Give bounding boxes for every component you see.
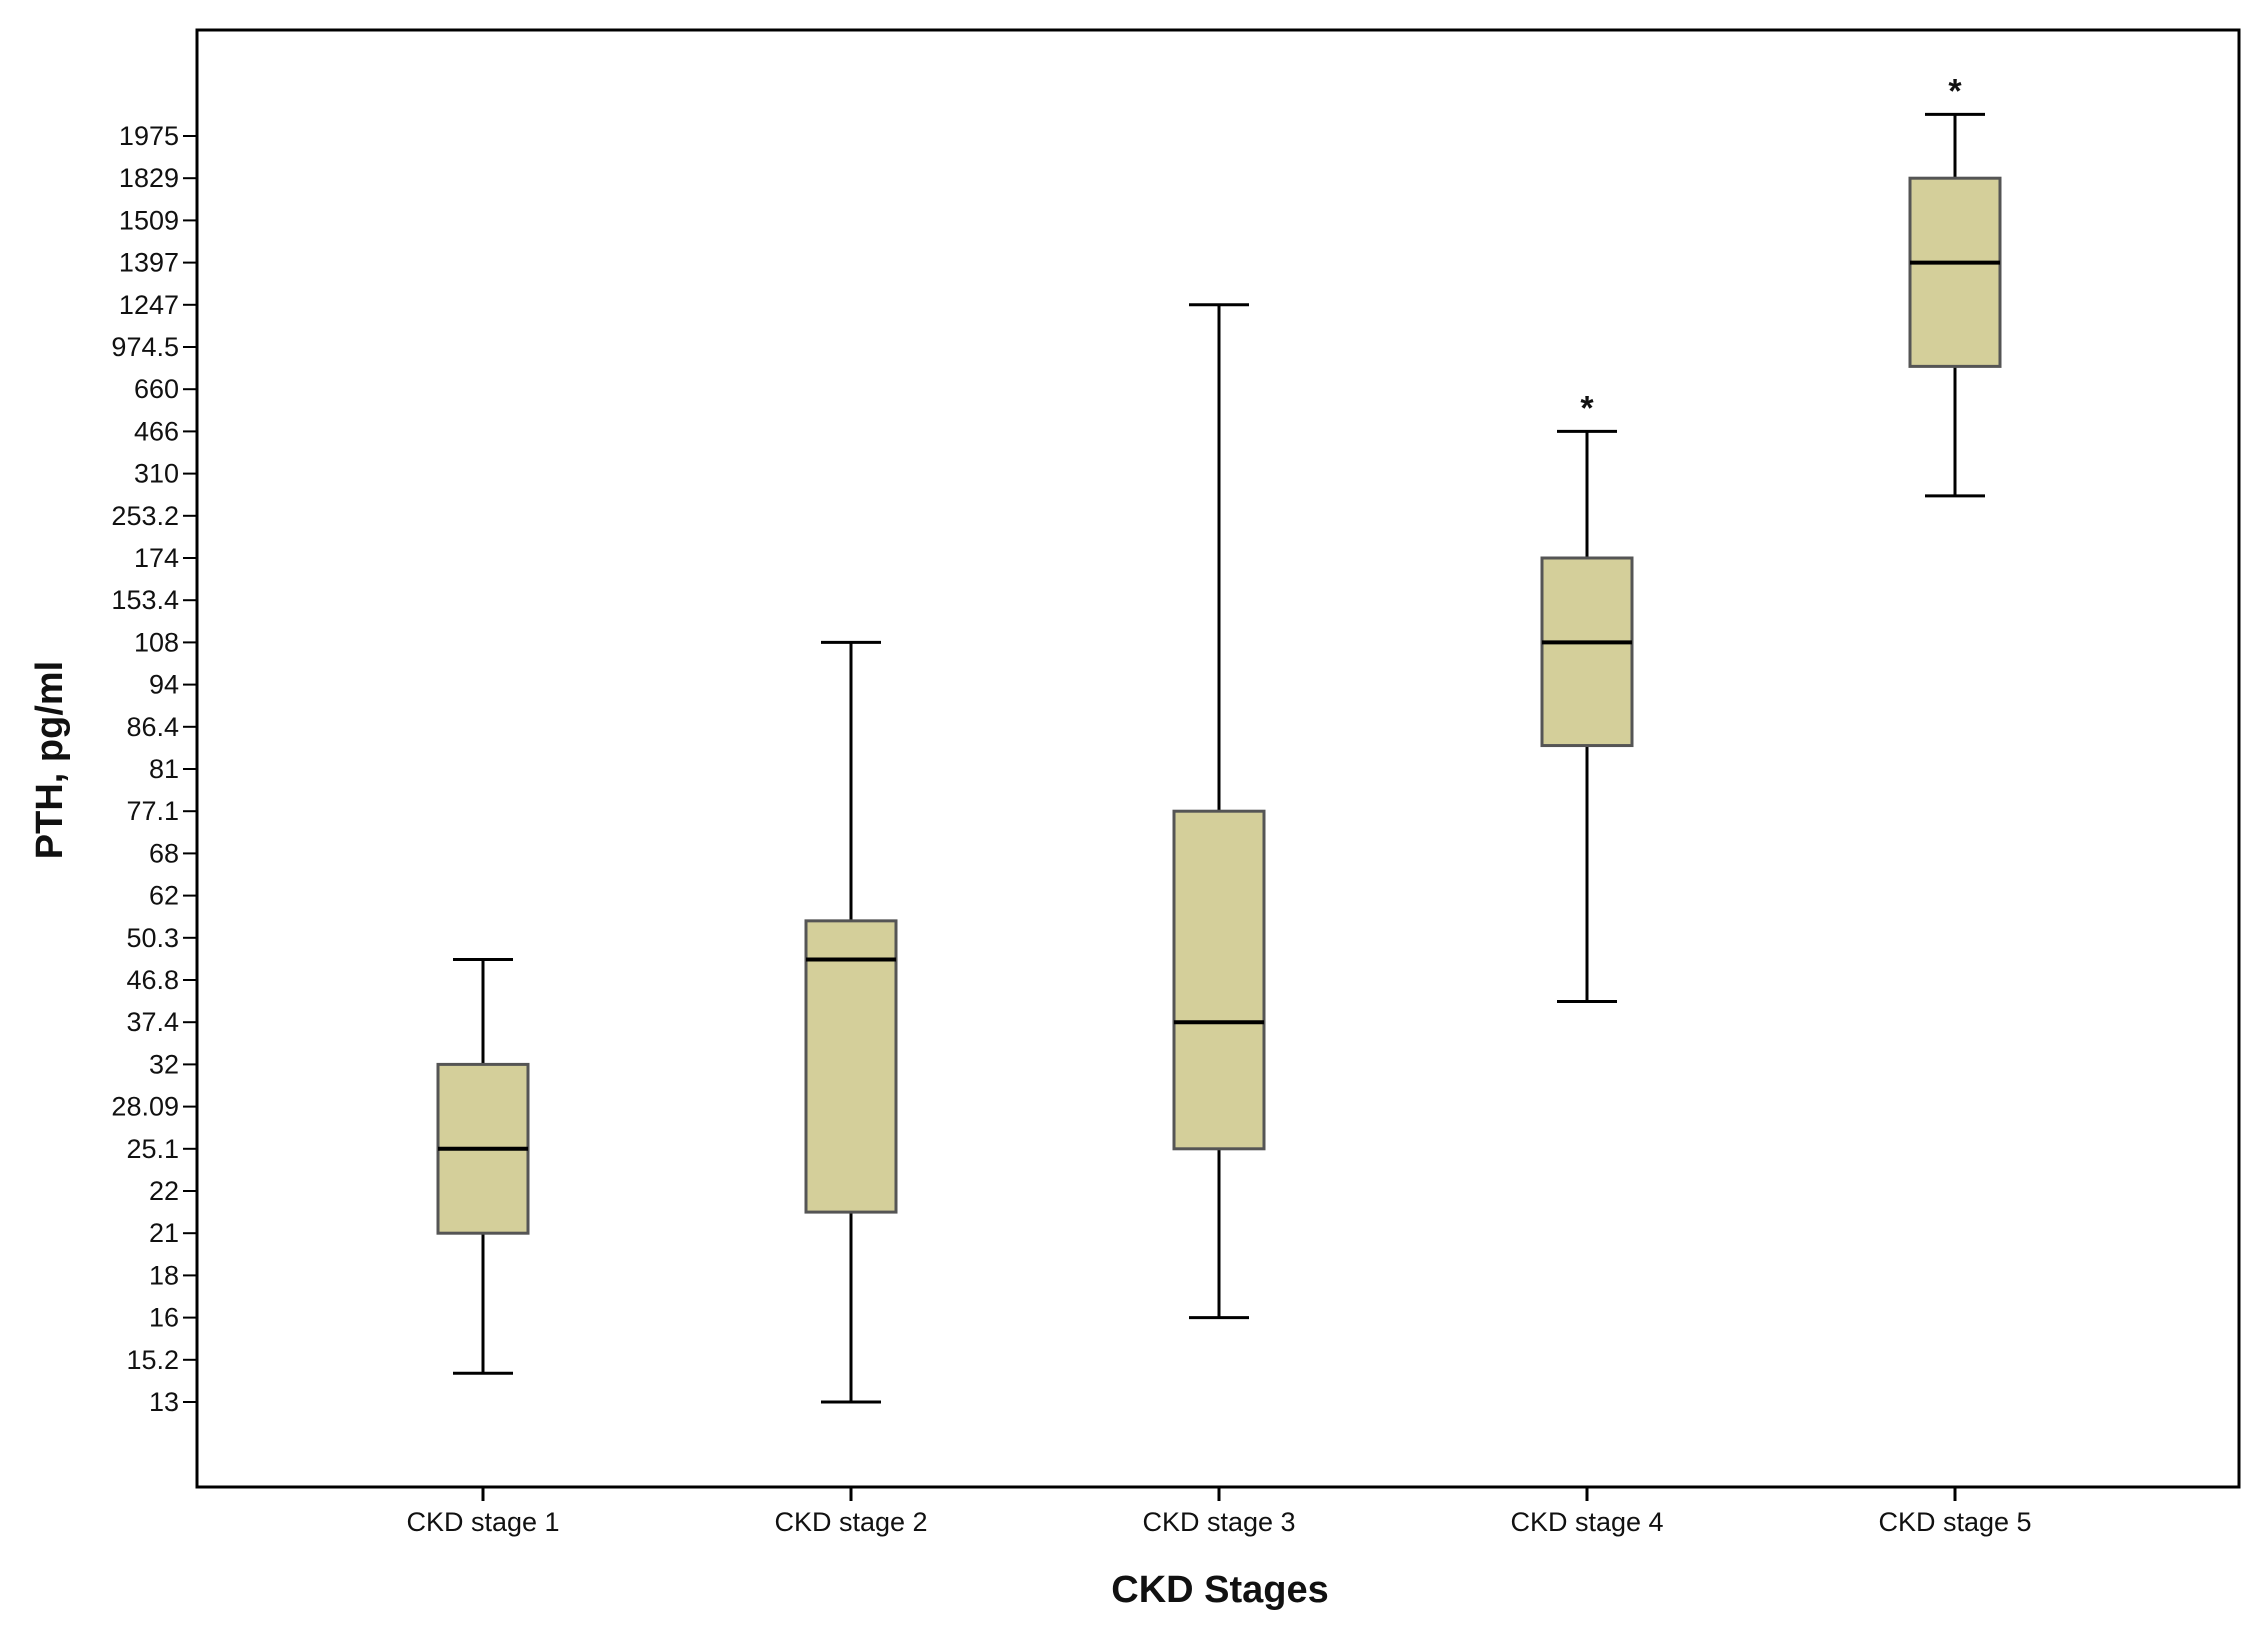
y-tick-label: 13 bbox=[149, 1387, 179, 1417]
y-tick-label: 46.8 bbox=[126, 965, 179, 995]
y-tick-label: 16 bbox=[149, 1303, 179, 1333]
iqr-box bbox=[804, 919, 898, 1214]
box-group bbox=[1172, 303, 1266, 1320]
box-series: ** bbox=[436, 72, 2002, 1404]
box-group bbox=[804, 640, 898, 1404]
y-tick-label: 466 bbox=[134, 416, 179, 446]
iqr-box bbox=[1908, 176, 2002, 368]
y-tick-label: 28.09 bbox=[111, 1092, 179, 1122]
y-tick-label: 32 bbox=[149, 1049, 179, 1079]
x-tick-label: CKD stage 3 bbox=[1142, 1507, 1295, 1537]
y-axis-ticks: 13 15.2 16 18 21 22 25.1 28.09 32 37.4 46.8 50.3 62 6… bbox=[111, 121, 197, 1417]
y-tick-label: 25.1 bbox=[126, 1134, 179, 1164]
y-tick-label: 174 bbox=[134, 543, 179, 573]
y-tick-label: 77.1 bbox=[126, 796, 179, 826]
x-tick-label: CKD stage 2 bbox=[774, 1507, 927, 1537]
y-tick-label: 22 bbox=[149, 1176, 179, 1206]
x-tick-label: CKD stage 4 bbox=[1510, 1507, 1663, 1537]
y-tick-label: 1829 bbox=[119, 163, 179, 193]
y-tick-label: 1975 bbox=[119, 121, 179, 151]
y-tick-label: 660 bbox=[134, 374, 179, 404]
x-axis-title: CKD Stages bbox=[1111, 1569, 1329, 1611]
y-tick-label: 18 bbox=[149, 1260, 179, 1290]
x-tick-label: CKD stage 5 bbox=[1878, 1507, 2031, 1537]
y-tick-label: 1509 bbox=[119, 205, 179, 235]
y-tick-label: 68 bbox=[149, 838, 179, 868]
outlier-marker: * bbox=[1948, 72, 1962, 110]
y-tick-label: 153.4 bbox=[111, 585, 179, 615]
iqr-box bbox=[1172, 809, 1266, 1151]
y-tick-label: 94 bbox=[149, 670, 179, 700]
y-tick-label: 86.4 bbox=[126, 712, 179, 742]
iqr-box bbox=[1540, 556, 1634, 748]
y-tick-label: 253.2 bbox=[111, 501, 179, 531]
y-tick-label: 21 bbox=[149, 1218, 179, 1248]
y-tick-label: 108 bbox=[134, 627, 179, 657]
box-group: * bbox=[1540, 389, 1634, 1004]
x-tick-label: CKD stage 1 bbox=[406, 1507, 559, 1537]
outlier-marker: * bbox=[1580, 389, 1594, 427]
y-axis-title: PTH, pg/ml bbox=[29, 661, 71, 859]
y-tick-label: 310 bbox=[134, 459, 179, 489]
x-axis-ticks: CKD stage 1 CKD stage 2 CKD stage 3 CKD sta… bbox=[406, 1487, 2032, 1537]
y-tick-label: 81 bbox=[149, 754, 179, 784]
y-tick-label: 50.3 bbox=[126, 923, 179, 953]
y-tick-label: 62 bbox=[149, 881, 179, 911]
box-group: * bbox=[1908, 72, 2002, 498]
y-tick-label: 974.5 bbox=[111, 332, 179, 362]
y-tick-label: 37.4 bbox=[126, 1007, 179, 1037]
y-tick-label: 15.2 bbox=[126, 1345, 179, 1375]
y-tick-label: 1247 bbox=[119, 290, 179, 320]
y-tick-label: 1397 bbox=[119, 248, 179, 278]
box-group bbox=[436, 958, 530, 1375]
